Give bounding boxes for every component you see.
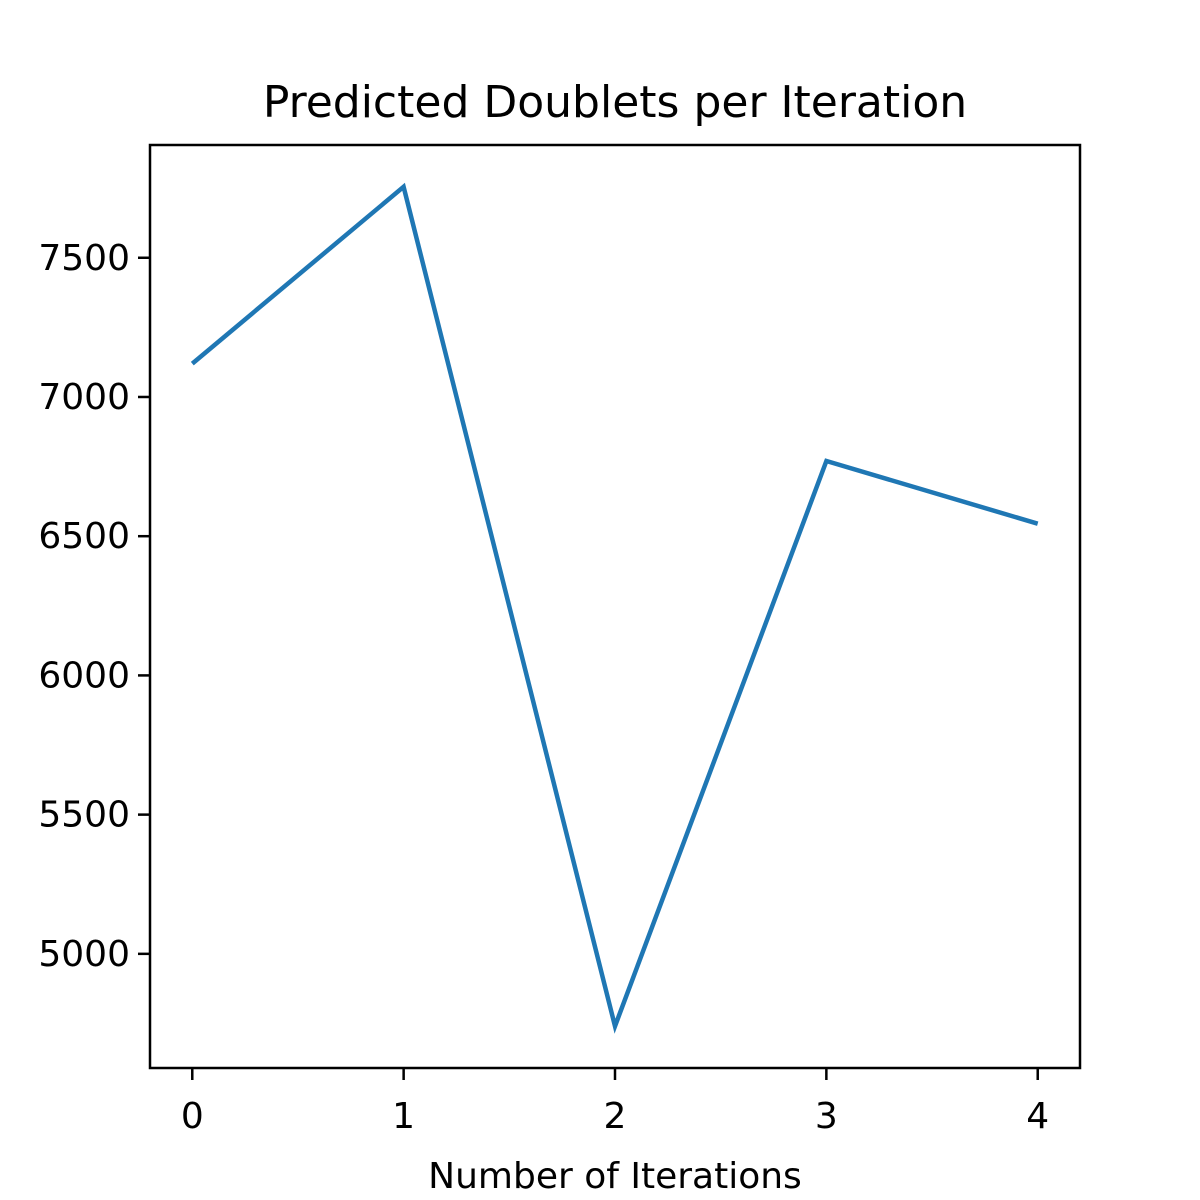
x-tick-label: 0 <box>181 1096 204 1137</box>
y-axis: 5000 5500 6000 6500 7000 7500 <box>38 238 150 975</box>
x-tick-label: 1 <box>392 1096 415 1137</box>
x-tick-label: 3 <box>815 1096 838 1137</box>
x-tick-label: 4 <box>1026 1096 1049 1137</box>
y-tick-label: 6500 <box>38 516 130 557</box>
y-tick-label: 6000 <box>38 655 130 696</box>
x-axis-label: Number of Iterations <box>428 1156 802 1197</box>
chart-title: Predicted Doublets per Iteration <box>263 77 967 128</box>
y-tick-label: 7000 <box>38 377 130 418</box>
y-tick-label: 5000 <box>38 934 130 975</box>
plot-frame <box>148 143 1082 1070</box>
series-line-0 <box>190 182 1039 1034</box>
x-tick-label: 2 <box>604 1096 627 1137</box>
y-tick-label: 7500 <box>38 238 130 279</box>
x-axis: 0 1 2 3 4 <box>181 1068 1049 1137</box>
plot-area <box>190 182 1039 1034</box>
y-tick-label: 5500 <box>38 795 130 836</box>
